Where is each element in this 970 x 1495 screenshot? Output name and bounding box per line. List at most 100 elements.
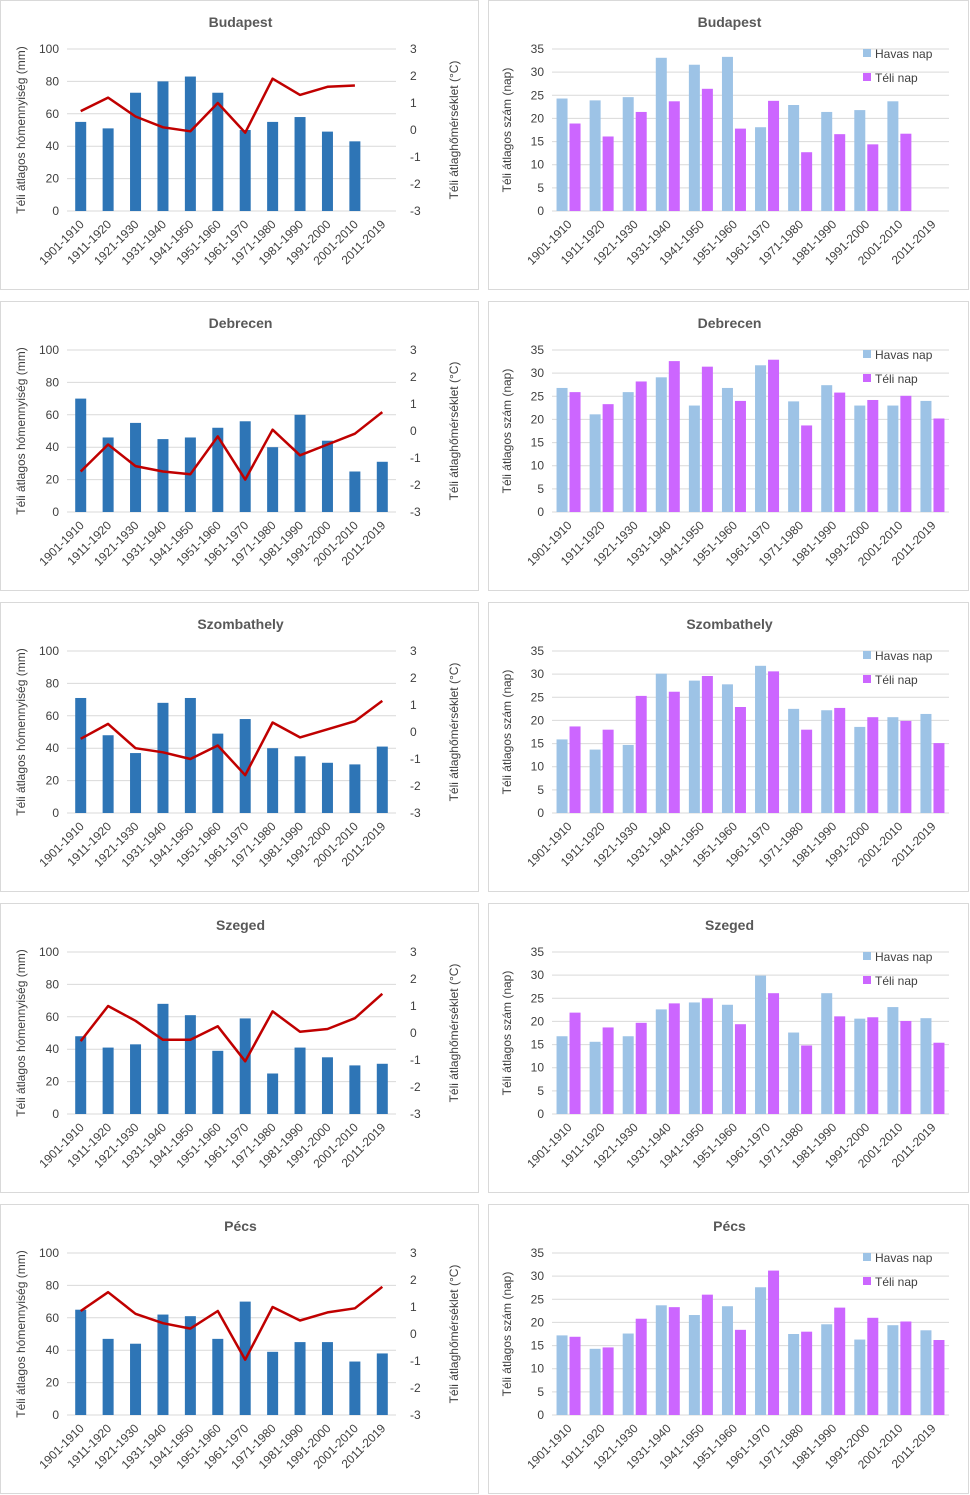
bar <box>294 117 306 211</box>
bar-havas-nap <box>920 1330 932 1415</box>
y2-tick-label: -1 <box>410 1053 421 1067</box>
y-tick-label: 0 <box>52 204 59 218</box>
y-tick-label: 40 <box>46 139 60 153</box>
y-tick-label: 100 <box>39 343 59 357</box>
y2-tick-label: 1 <box>410 397 417 411</box>
chart-panel: Budapest 0 5 10 15 20 25 30 35 Téli átlagos szám … <box>488 0 969 290</box>
chart-panel: Debrecen 0 5 10 15 20 25 30 35 Téli átlagos szám … <box>488 301 969 591</box>
bar-teli-nap <box>668 1307 680 1415</box>
y-tick-label: 35 <box>531 343 545 357</box>
bar-havas-nap <box>721 56 733 211</box>
bar-teli-nap <box>867 1317 879 1415</box>
y-tick-label: 10 <box>531 459 545 473</box>
bar-teli-nap <box>569 392 581 512</box>
y2-tick-label: 3 <box>410 343 417 357</box>
bar-teli-nap <box>635 111 647 211</box>
y-tick-label: 20 <box>46 1075 60 1089</box>
bar-teli-nap <box>834 392 846 512</box>
y2-tick-label: -3 <box>410 1107 421 1121</box>
bar-havas-nap <box>556 739 568 813</box>
y2-tick-label: -1 <box>410 451 421 465</box>
legend-label: Téli nap <box>875 372 918 386</box>
y-tick-label: 40 <box>46 1343 60 1357</box>
y-tick-label: 60 <box>46 1010 60 1024</box>
bar-teli-nap <box>701 366 713 512</box>
y-tick-label: 20 <box>531 412 545 426</box>
bar-havas-nap <box>655 1009 667 1114</box>
y-tick-label: 40 <box>46 440 60 454</box>
y-tick-label: 30 <box>531 65 545 79</box>
y-tick-label: 20 <box>46 774 60 788</box>
y-tick-label: 0 <box>52 1107 59 1121</box>
bar-havas-nap <box>887 717 899 813</box>
y2-tick-label: -3 <box>410 1408 421 1422</box>
y2-axis-label: Téli átlaghőmérséklet (°C) <box>447 1265 461 1404</box>
y2-axis-label: Téli átlaghőmérséklet (°C) <box>447 61 461 200</box>
temperature-line <box>80 699 384 777</box>
bar <box>212 733 224 813</box>
bar-havas-nap <box>622 97 634 211</box>
bar-havas-nap <box>589 100 601 211</box>
bar-havas-nap <box>556 387 568 512</box>
y-tick-label: 0 <box>537 1107 544 1121</box>
bar <box>349 1361 361 1415</box>
y-axis-label: Téli átlagos szám (nap) <box>500 68 514 193</box>
bar-teli-nap <box>734 400 746 512</box>
bar-teli-nap <box>701 1294 713 1415</box>
y-tick-label: 5 <box>537 1385 544 1399</box>
bar-havas-nap <box>755 975 767 1114</box>
legend-swatch <box>863 1277 871 1285</box>
y2-tick-label: 0 <box>410 1026 417 1040</box>
bar-havas-nap <box>556 1036 568 1114</box>
y2-tick-label: 1 <box>410 96 417 110</box>
bar-havas-nap <box>887 405 899 512</box>
bar-teli-nap <box>900 1020 912 1114</box>
y2-tick-label: 1 <box>410 999 417 1013</box>
y-tick-label: 0 <box>52 1408 59 1422</box>
chart-title: Szeged <box>216 917 265 933</box>
y-tick-label: 35 <box>531 1246 545 1260</box>
y-tick-label: 5 <box>537 1084 544 1098</box>
bar-teli-nap <box>635 381 647 512</box>
bar-havas-nap <box>821 385 833 512</box>
bar-teli-nap <box>900 133 912 211</box>
y-tick-label: 10 <box>531 1061 545 1075</box>
bar <box>102 437 114 512</box>
bar-teli-nap <box>834 134 846 211</box>
bar <box>267 121 279 211</box>
bar <box>321 1057 333 1114</box>
legend-label: Havas nap <box>875 950 933 964</box>
bar-havas-nap <box>854 1339 866 1415</box>
bar <box>321 131 333 211</box>
bar <box>349 141 361 211</box>
y-tick-label: 15 <box>531 436 545 450</box>
legend-swatch <box>863 1253 871 1261</box>
bar-havas-nap <box>788 401 800 512</box>
bar-teli-nap <box>569 123 581 211</box>
bar-havas-nap <box>854 110 866 211</box>
bar <box>184 76 196 211</box>
bar-havas-nap <box>854 1018 866 1114</box>
bar-teli-nap <box>569 1336 581 1415</box>
y2-tick-label: 3 <box>410 644 417 658</box>
bar <box>102 735 114 813</box>
bar-havas-nap <box>688 64 700 211</box>
y-axis-label: Téli átlagos szám (nap) <box>500 369 514 494</box>
y2-tick-label: -2 <box>410 779 421 793</box>
bar-teli-nap <box>668 1003 680 1114</box>
bar-teli-nap <box>933 1340 945 1415</box>
bar <box>349 764 361 813</box>
bar-havas-nap <box>556 98 568 211</box>
bar-havas-nap <box>920 1018 932 1114</box>
chart-title: Pécs <box>224 1218 257 1234</box>
bar <box>321 440 333 512</box>
bar-teli-nap <box>602 404 614 512</box>
y-tick-label: 15 <box>531 1339 545 1353</box>
bar <box>294 1342 306 1415</box>
y-tick-label: 100 <box>39 945 59 959</box>
temperature-line <box>79 992 384 1063</box>
bar-teli-nap <box>602 1347 614 1415</box>
bar-havas-nap <box>655 57 667 212</box>
bar-havas-nap <box>589 1041 601 1114</box>
